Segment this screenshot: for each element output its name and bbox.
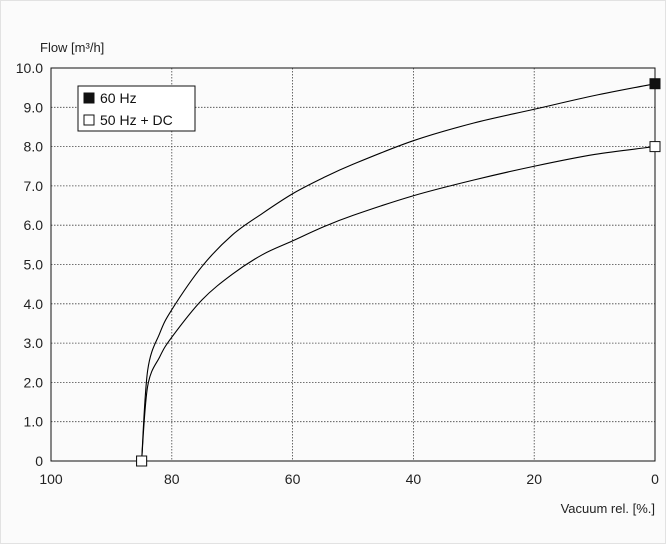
y-tick-label: 5.0 [24,257,44,273]
y-tick-labels: 0 1.0 2.0 3.0 4.0 5.0 6.0 7.0 8.0 9.0 10.0 [16,60,43,469]
y-axis-title: Flow [m³/h] [40,40,104,55]
filled-square-marker [649,78,661,90]
y-tick-label: 9.0 [24,99,44,115]
plot-area [50,67,656,462]
y-tick-label: 8.0 [24,139,44,155]
series-line-1 [141,83,656,462]
x-tick-label: 40 [406,471,422,487]
y-tick-label: 10.0 [16,60,43,76]
series-line-2 [141,146,656,462]
y-tick-label: 0 [35,453,43,469]
series-curves [141,83,656,462]
x-tick-label: 0 [651,471,659,487]
y-tick-label: 7.0 [24,178,44,194]
legend: 60 Hz 50 Hz + DC [77,85,196,132]
open-square-marker [136,455,148,467]
x-tick-label: 20 [526,471,542,487]
series-markers [136,78,661,467]
y-tick-label: 6.0 [24,217,44,233]
grid-lines [51,68,655,461]
legend-box [77,85,196,132]
y-tick-label: 2.0 [24,374,44,390]
legend-open-square-icon [83,114,95,126]
y-tick-label: 1.0 [24,414,44,430]
y-tick-label: 4.0 [24,296,44,312]
y-tick-label: 3.0 [24,335,44,351]
x-tick-labels: 100 80 60 40 20 0 [39,471,659,487]
open-square-marker [649,141,661,153]
x-axis-title: Vacuum rel. [%.] [561,501,655,516]
legend-entry-label: 50 Hz + DC [100,112,173,128]
x-tick-label: 100 [39,471,63,487]
x-tick-label: 80 [164,471,180,487]
legend-entry-label: 60 Hz [100,90,137,106]
legend-filled-square-icon [83,92,95,104]
x-tick-label: 60 [285,471,301,487]
